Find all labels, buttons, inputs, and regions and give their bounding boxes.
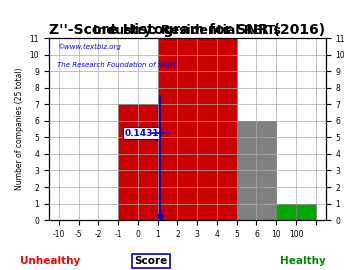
Text: Industry: Residential REITs: Industry: Residential REITs bbox=[93, 24, 281, 37]
Text: The Research Foundation of SUNY: The Research Foundation of SUNY bbox=[57, 62, 177, 68]
Y-axis label: Number of companies (25 total): Number of companies (25 total) bbox=[15, 68, 24, 190]
Text: 0.1431: 0.1431 bbox=[124, 129, 159, 138]
Text: ©www.textbiz.org: ©www.textbiz.org bbox=[57, 44, 121, 50]
Text: Score: Score bbox=[135, 256, 168, 266]
Bar bbox=[237, 121, 276, 220]
Bar bbox=[158, 38, 237, 220]
Text: Healthy: Healthy bbox=[279, 256, 325, 266]
Title: Z''-Score Histogram for SNR (2016): Z''-Score Histogram for SNR (2016) bbox=[49, 23, 325, 37]
Bar bbox=[276, 204, 296, 220]
Bar bbox=[296, 204, 316, 220]
Bar bbox=[118, 104, 158, 220]
Text: Unhealthy: Unhealthy bbox=[20, 256, 81, 266]
